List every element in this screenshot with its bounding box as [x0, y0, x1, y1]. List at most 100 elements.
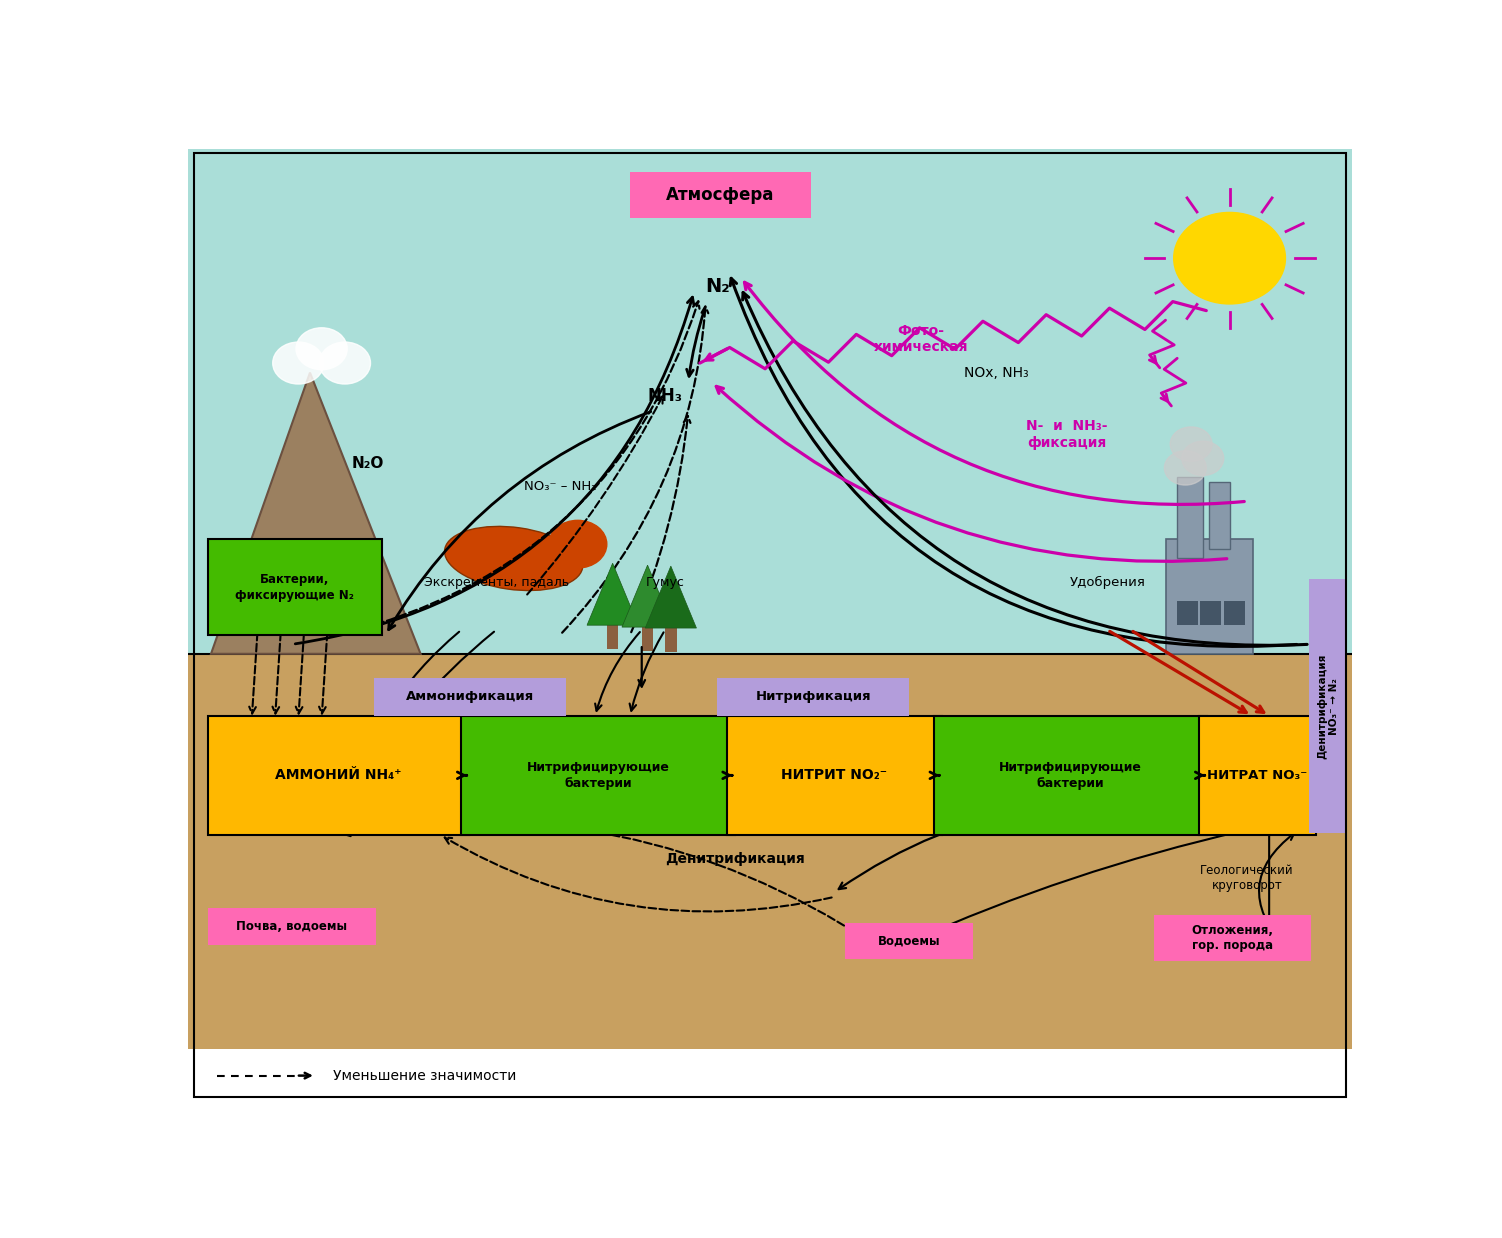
FancyArrowPatch shape: [706, 349, 727, 360]
Circle shape: [548, 520, 607, 568]
FancyArrowPatch shape: [272, 633, 281, 713]
FancyArrowPatch shape: [631, 416, 691, 633]
FancyArrowPatch shape: [716, 386, 1227, 561]
Text: Денитрификация: Денитрификация: [665, 852, 805, 865]
FancyArrowPatch shape: [1266, 833, 1272, 930]
FancyArrowPatch shape: [562, 306, 709, 633]
Bar: [1224, 602, 1245, 625]
Bar: [1209, 482, 1230, 548]
Polygon shape: [210, 373, 421, 654]
FancyArrowPatch shape: [344, 822, 873, 943]
FancyArrowPatch shape: [638, 647, 644, 687]
FancyArrowPatch shape: [389, 631, 460, 712]
Bar: [641, 628, 653, 651]
FancyArrowPatch shape: [389, 412, 650, 630]
Bar: [607, 625, 619, 649]
Text: NH₃: NH₃: [647, 387, 682, 405]
Text: Гумус: Гумус: [646, 576, 685, 589]
FancyArrowPatch shape: [299, 1073, 311, 1078]
FancyBboxPatch shape: [1199, 716, 1316, 834]
Bar: [1200, 602, 1221, 625]
FancyBboxPatch shape: [1154, 915, 1311, 961]
Bar: [188, 1050, 1352, 1102]
FancyArrowPatch shape: [838, 803, 1254, 889]
FancyBboxPatch shape: [374, 677, 566, 716]
FancyBboxPatch shape: [631, 172, 811, 218]
FancyArrowPatch shape: [296, 633, 303, 713]
FancyBboxPatch shape: [207, 909, 377, 945]
Text: N₂O: N₂O: [351, 456, 385, 470]
Circle shape: [1182, 441, 1224, 475]
Text: Удобрения: Удобрения: [1069, 576, 1146, 589]
Text: Отложения,
гор. порода: Отложения, гор. порода: [1191, 924, 1274, 952]
FancyArrowPatch shape: [445, 837, 832, 911]
FancyArrowPatch shape: [742, 292, 1307, 645]
FancyArrowPatch shape: [745, 282, 1244, 504]
Text: Денитрификация
NO₃⁻ → N₂: Денитрификация NO₃⁻ → N₂: [1317, 654, 1338, 759]
FancyBboxPatch shape: [846, 922, 973, 958]
FancyArrowPatch shape: [930, 773, 939, 779]
FancyArrowPatch shape: [730, 279, 1296, 646]
Circle shape: [296, 328, 347, 370]
Bar: [665, 628, 676, 652]
FancyArrowPatch shape: [318, 633, 327, 713]
FancyArrowPatch shape: [1259, 833, 1295, 947]
Bar: [1166, 540, 1253, 654]
FancyArrowPatch shape: [1133, 631, 1263, 712]
FancyArrowPatch shape: [722, 773, 731, 779]
FancyArrowPatch shape: [296, 297, 694, 644]
FancyArrowPatch shape: [342, 301, 700, 634]
FancyArrowPatch shape: [629, 633, 664, 711]
FancyArrowPatch shape: [412, 631, 494, 712]
Polygon shape: [587, 563, 638, 625]
Circle shape: [1164, 451, 1206, 485]
FancyArrowPatch shape: [595, 633, 640, 711]
FancyBboxPatch shape: [727, 716, 942, 834]
Text: N-  и  NH₃-
фиксация: N- и NH₃- фиксация: [1026, 420, 1107, 449]
Text: Уменьшение значимости: Уменьшение значимости: [333, 1068, 517, 1082]
Text: Нитрифицирующие
бактерии: Нитрифицирующие бактерии: [527, 761, 670, 790]
Text: НИТРАТ NO₃⁻: НИТРАТ NO₃⁻: [1208, 769, 1308, 782]
Text: Экскременты, падаль: Экскременты, падаль: [424, 576, 569, 589]
Text: Атмосфера: Атмосфера: [665, 186, 775, 204]
Text: Нитрификация: Нитрификация: [756, 690, 871, 703]
FancyBboxPatch shape: [1308, 579, 1347, 833]
Text: Геологический
круговорот: Геологический круговорот: [1200, 864, 1293, 891]
FancyBboxPatch shape: [718, 677, 910, 716]
Polygon shape: [622, 565, 673, 628]
Text: АММОНИЙ NH₄⁺: АММОНИЙ NH₄⁺: [275, 769, 401, 782]
Text: Фото-
химическая: Фото- химическая: [874, 324, 969, 354]
Text: NOx, NH₃: NOx, NH₃: [964, 365, 1029, 380]
FancyArrowPatch shape: [686, 308, 704, 376]
Text: Водоемы: Водоемы: [879, 935, 940, 947]
Circle shape: [320, 342, 371, 384]
FancyArrowPatch shape: [1163, 938, 1230, 945]
Circle shape: [1173, 213, 1286, 305]
Text: Нитрифицирующие
бактерии: Нитрифицирующие бактерии: [999, 761, 1142, 790]
Bar: [1178, 478, 1203, 558]
FancyBboxPatch shape: [461, 716, 734, 834]
FancyBboxPatch shape: [207, 540, 382, 635]
FancyArrowPatch shape: [1311, 650, 1317, 718]
Ellipse shape: [445, 526, 583, 591]
Text: Почва, водоемы: Почва, водоемы: [236, 920, 347, 933]
Text: NO₃⁻ – NH₂: NO₃⁻ – NH₂: [524, 480, 596, 494]
FancyBboxPatch shape: [934, 716, 1208, 834]
FancyArrowPatch shape: [1161, 394, 1167, 401]
Text: N₂: N₂: [704, 277, 730, 296]
Bar: [188, 654, 1352, 1050]
FancyArrowPatch shape: [1196, 773, 1205, 779]
Polygon shape: [646, 566, 697, 628]
Circle shape: [273, 342, 324, 384]
FancyArrowPatch shape: [457, 773, 467, 779]
FancyArrowPatch shape: [909, 831, 1244, 943]
Text: Бактерии,
фиксирующие N₂: Бактерии, фиксирующие N₂: [236, 572, 354, 602]
FancyArrowPatch shape: [1149, 355, 1157, 363]
Bar: [1178, 602, 1199, 625]
FancyArrowPatch shape: [1110, 631, 1247, 713]
Text: НИТРИТ NO₂⁻: НИТРИТ NO₂⁻: [781, 769, 888, 782]
Text: Аммонификация: Аммонификация: [406, 690, 535, 703]
Bar: [188, 149, 1352, 654]
Circle shape: [1170, 427, 1212, 462]
FancyArrowPatch shape: [527, 396, 662, 594]
